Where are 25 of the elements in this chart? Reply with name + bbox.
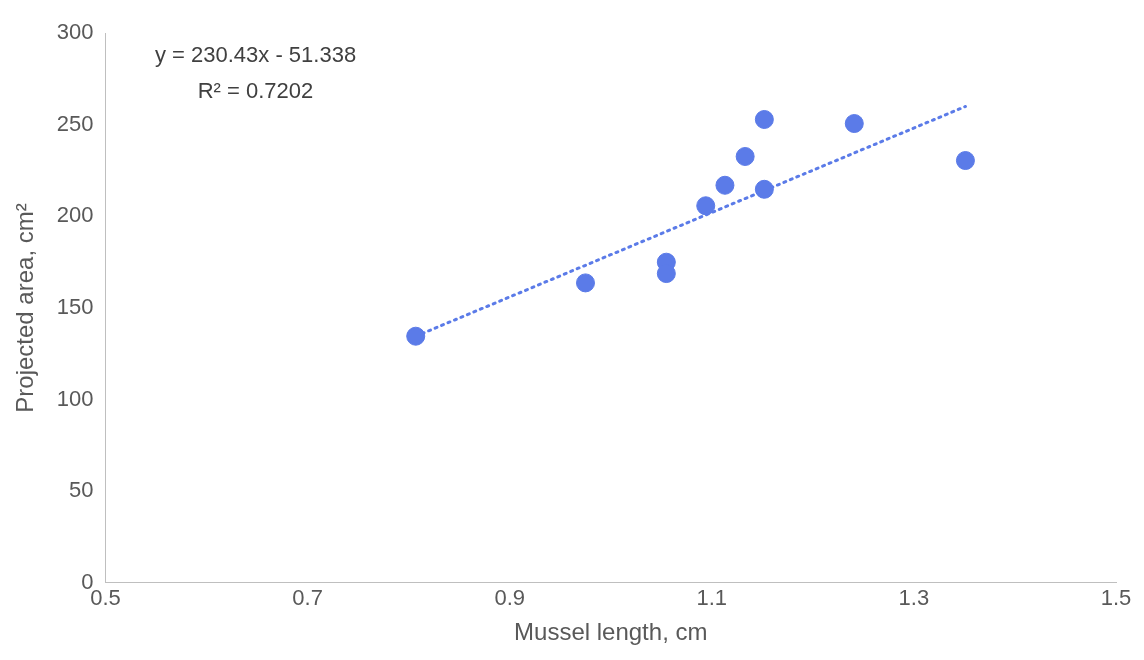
x-tick-label: 1.5 — [1100, 585, 1132, 611]
x-tick-label: 0.7 — [292, 585, 323, 611]
y-tick-label: 200 — [56, 202, 94, 228]
y-tick-label: 250 — [56, 110, 94, 136]
point — [696, 196, 716, 216]
y-tick-label: 50 — [69, 477, 94, 503]
point — [406, 326, 426, 346]
point — [844, 114, 864, 134]
y-tick-label: 150 — [56, 294, 94, 320]
y-tick-label: 300 — [56, 19, 94, 45]
point — [754, 109, 774, 129]
annotation: R² = 0.7202 — [197, 78, 314, 104]
point — [656, 264, 676, 284]
x-tick-label: 1.1 — [696, 585, 728, 611]
annotation: y = 230.43x - 51.338 — [154, 42, 357, 68]
y-tick-label: 100 — [56, 385, 94, 411]
point — [754, 179, 774, 199]
point — [955, 151, 975, 171]
x-axis-title: Mussel length, cm — [514, 618, 708, 646]
point — [735, 146, 755, 166]
x-tick-label: 0.9 — [494, 585, 525, 611]
y-axis-title: Projected area, cm² — [11, 203, 39, 413]
x-tick-label: 1.3 — [898, 585, 930, 611]
point — [715, 175, 735, 195]
point — [575, 273, 595, 293]
